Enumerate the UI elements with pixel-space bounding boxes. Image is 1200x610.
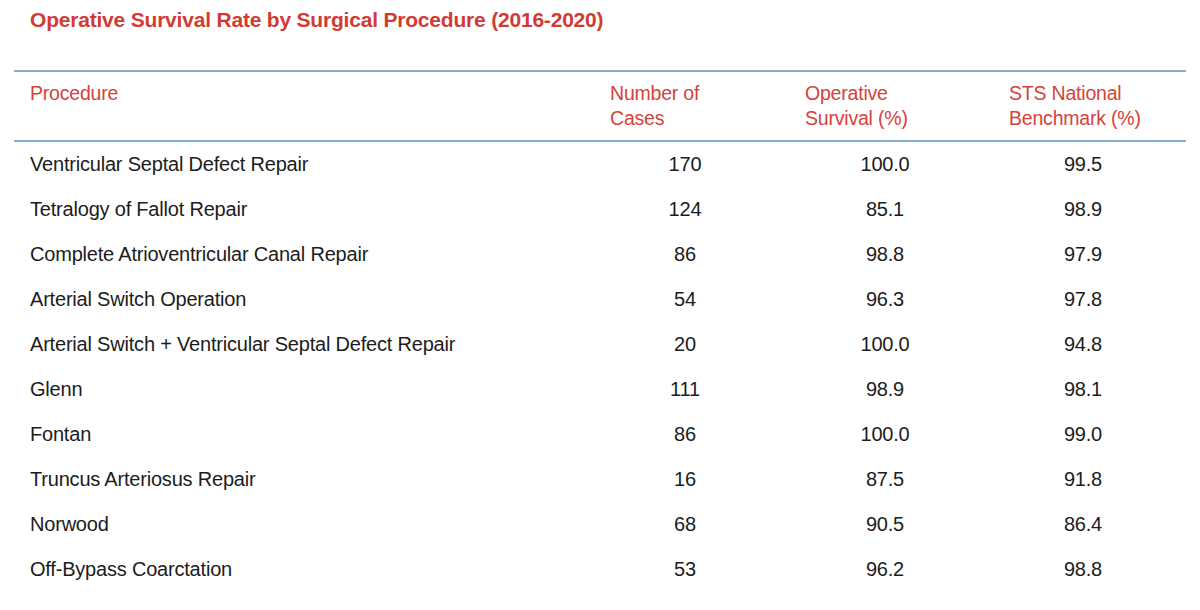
cell-procedure: Off-Bypass Coarctation: [14, 558, 580, 581]
table-row: Arterial Switch + Ventricular Septal Def…: [14, 322, 1186, 367]
cell-cases: 86: [580, 423, 790, 446]
cell-cases: 53: [580, 558, 790, 581]
cell-procedure: Norwood: [14, 513, 580, 536]
column-header-cases-line2: Cases: [610, 106, 790, 131]
cell-cases: 111: [580, 378, 790, 401]
cell-benchmark: 97.9: [980, 243, 1186, 266]
table-row: Tetralogy of Fallot Repair 124 85.1 98.9: [14, 187, 1186, 232]
cell-procedure: Arterial Switch + Ventricular Septal Def…: [14, 333, 580, 356]
cell-benchmark: 86.4: [980, 513, 1186, 536]
cell-procedure: Glenn: [14, 378, 580, 401]
table-body: Ventricular Septal Defect Repair 170 100…: [14, 142, 1186, 592]
table-row: Norwood 68 90.5 86.4: [14, 502, 1186, 547]
cell-procedure: Fontan: [14, 423, 580, 446]
report-page: Operative Survival Rate by Surgical Proc…: [0, 0, 1200, 610]
cell-survival: 87.5: [790, 468, 980, 491]
cell-procedure: Ventricular Septal Defect Repair: [14, 153, 580, 176]
cell-benchmark: 99.5: [980, 153, 1186, 176]
cell-cases: 20: [580, 333, 790, 356]
cell-cases: 170: [580, 153, 790, 176]
cell-procedure: Arterial Switch Operation: [14, 288, 580, 311]
table-row: Fontan 86 100.0 99.0: [14, 412, 1186, 457]
cell-survival: 90.5: [790, 513, 980, 536]
cell-procedure: Tetralogy of Fallot Repair: [14, 198, 580, 221]
cell-survival: 98.9: [790, 378, 980, 401]
cell-benchmark: 98.9: [980, 198, 1186, 221]
cell-survival: 96.2: [790, 558, 980, 581]
cell-benchmark: 98.1: [980, 378, 1186, 401]
column-header-benchmark: STS National Benchmark (%): [980, 81, 1186, 131]
column-header-cases: Number of Cases: [580, 81, 790, 131]
cell-survival: 100.0: [790, 333, 980, 356]
cell-survival: 100.0: [790, 423, 980, 446]
table-row: Truncus Arteriosus Repair 16 87.5 91.8: [14, 457, 1186, 502]
column-header-survival: Operative Survival (%): [790, 81, 980, 131]
column-header-benchmark-line2: Benchmark (%): [1009, 106, 1186, 131]
column-header-procedure: Procedure: [14, 81, 580, 106]
survival-rate-table: Procedure Number of Cases Operative Surv…: [14, 70, 1186, 592]
cell-benchmark: 91.8: [980, 468, 1186, 491]
table-row: Off-Bypass Coarctation 53 96.2 98.8: [14, 547, 1186, 592]
page-title: Operative Survival Rate by Surgical Proc…: [30, 8, 603, 32]
table-row: Ventricular Septal Defect Repair 170 100…: [14, 142, 1186, 187]
column-header-benchmark-line1: STS National: [1009, 81, 1186, 106]
cell-survival: 100.0: [790, 153, 980, 176]
cell-benchmark: 97.8: [980, 288, 1186, 311]
cell-cases: 16: [580, 468, 790, 491]
column-header-survival-line1: Operative: [805, 81, 980, 106]
cell-cases: 86: [580, 243, 790, 266]
table-row: Glenn 111 98.9 98.1: [14, 367, 1186, 412]
table-row: Arterial Switch Operation 54 96.3 97.8: [14, 277, 1186, 322]
cell-cases: 68: [580, 513, 790, 536]
cell-survival: 98.8: [790, 243, 980, 266]
column-header-survival-line2: Survival (%): [805, 106, 980, 131]
column-header-procedure-label: Procedure: [30, 81, 580, 106]
cell-survival: 96.3: [790, 288, 980, 311]
cell-benchmark: 98.8: [980, 558, 1186, 581]
cell-cases: 124: [580, 198, 790, 221]
cell-procedure: Complete Atrioventricular Canal Repair: [14, 243, 580, 266]
column-header-cases-line1: Number of: [610, 81, 790, 106]
cell-cases: 54: [580, 288, 790, 311]
cell-survival: 85.1: [790, 198, 980, 221]
cell-procedure: Truncus Arteriosus Repair: [14, 468, 580, 491]
cell-benchmark: 94.8: [980, 333, 1186, 356]
table-row: Complete Atrioventricular Canal Repair 8…: [14, 232, 1186, 277]
cell-benchmark: 99.0: [980, 423, 1186, 446]
table-header-row: Procedure Number of Cases Operative Surv…: [14, 72, 1186, 140]
